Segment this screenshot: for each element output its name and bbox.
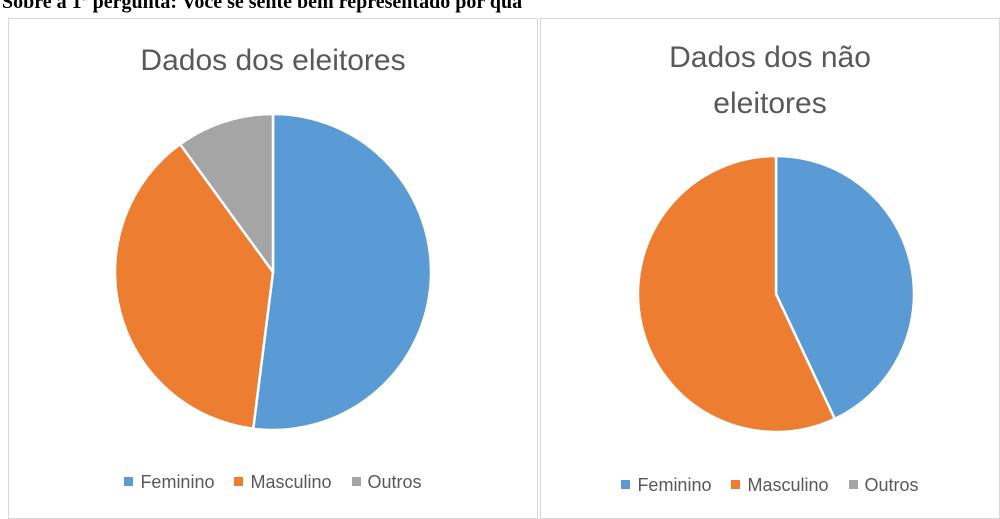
legend-swatch [124, 476, 134, 486]
legend-item: Outros [351, 472, 422, 493]
legend-item: Masculino [234, 472, 332, 493]
legend-item: Feminino [124, 472, 214, 493]
legend-swatch [848, 479, 858, 489]
chart-title: Dados dos eleitores [140, 44, 406, 77]
legend-label: Outros [367, 472, 422, 492]
legend: Feminino Masculino Outros [9, 472, 537, 493]
legend-label: Feminino [637, 475, 712, 495]
legend-swatch [731, 479, 741, 489]
pie-slice [636, 154, 837, 434]
legend-label: Masculino [747, 475, 829, 495]
legend-swatch [234, 476, 244, 486]
pie-slice [774, 154, 916, 421]
chart-panel: Dados dos não eleitores Feminino Masculino… [540, 18, 1000, 519]
legend-label: Outros [864, 475, 919, 495]
pie-slice [113, 142, 275, 431]
header-text: Sobre a 1ª pergunta: Você se sente bem r… [2, 0, 523, 13]
legend-item: Feminino [621, 475, 711, 496]
legend-label: Feminino [140, 472, 215, 492]
legend-label: Masculino [250, 472, 332, 492]
legend-item: Masculino [731, 475, 829, 496]
legend-item: Outros [848, 475, 919, 496]
pie-slice [251, 112, 433, 432]
pie-chart [113, 112, 433, 432]
pie-slice [178, 112, 275, 274]
pie-chart [636, 154, 916, 434]
chart-panel: Dados dos eleitores Feminino Masculino Outr… [8, 18, 538, 519]
chart-title: Dados dos não eleitores [669, 41, 871, 120]
legend: Feminino Masculino Outros [541, 475, 999, 496]
legend-swatch [621, 479, 631, 489]
legend-swatch [351, 476, 361, 486]
